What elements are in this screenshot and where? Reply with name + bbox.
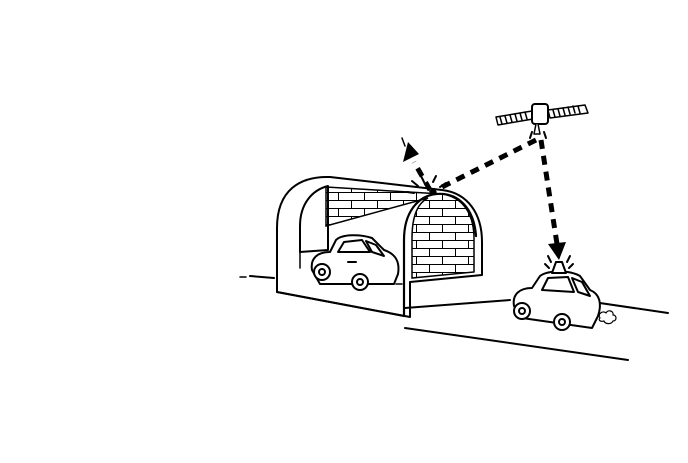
signal-path-received <box>538 139 566 260</box>
satellite <box>495 103 589 139</box>
car-on-road <box>512 255 617 331</box>
reflection-burst-icon <box>406 175 447 194</box>
car-in-tunnel <box>310 234 400 291</box>
signal-path-reflected <box>401 137 538 196</box>
arrowhead-down-icon <box>548 242 566 260</box>
tunnel-opening <box>299 185 329 253</box>
tunnel-shell <box>276 175 483 318</box>
tunnel <box>276 175 483 318</box>
tunnel-front-arch <box>402 192 478 318</box>
road <box>239 275 669 361</box>
arrowhead-up-icon <box>403 142 419 162</box>
